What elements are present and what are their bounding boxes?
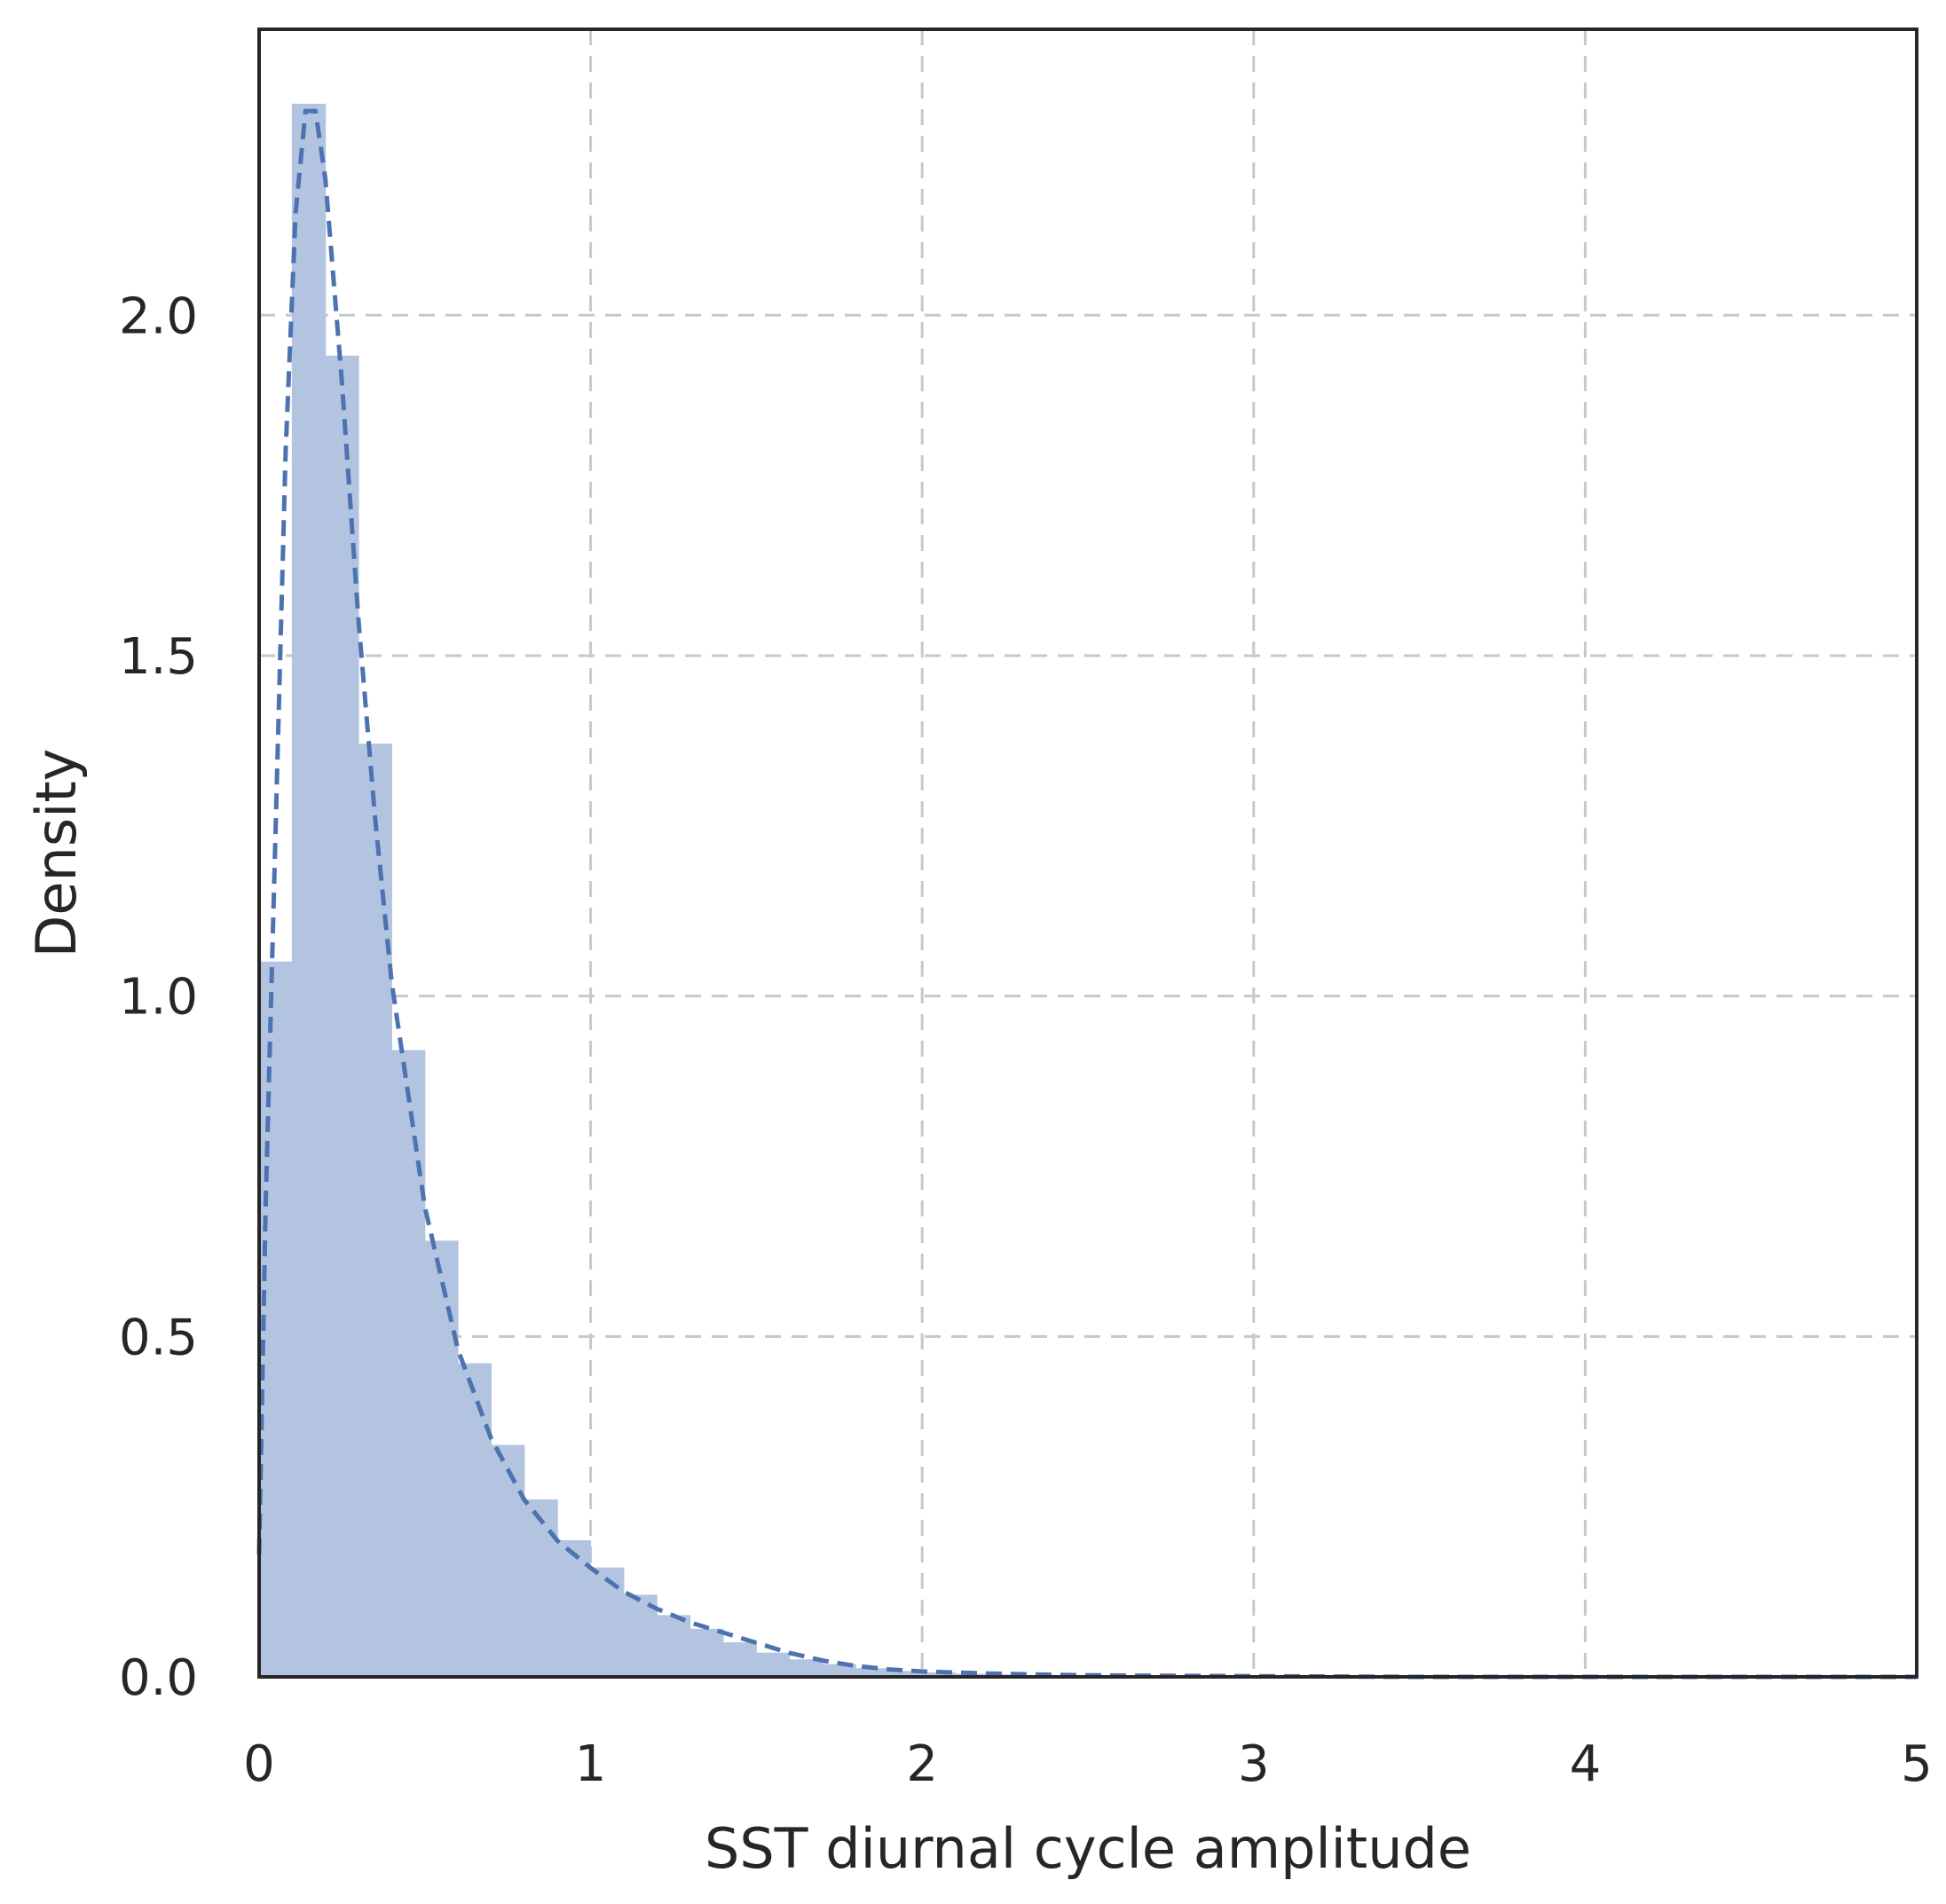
histogram-bar <box>390 1050 426 1678</box>
histogram-bar <box>556 1540 592 1678</box>
density-curve <box>256 108 1917 1680</box>
x-tick-label: 4 <box>1570 1735 1602 1793</box>
x-tick-label: 3 <box>1238 1735 1270 1793</box>
histogram-bar <box>424 1240 459 1678</box>
histogram-bar <box>623 1594 658 1678</box>
x-axis-label: SST diurnal cycle amplitude <box>705 1816 1471 1881</box>
histogram-bar <box>590 1567 625 1678</box>
y-tick-label: 2.0 <box>119 287 198 345</box>
histogram-bar <box>789 1659 823 1678</box>
histogram-bar <box>457 1363 492 1678</box>
histogram-bar <box>358 744 392 1678</box>
y-tick-label: 0.0 <box>119 1649 198 1707</box>
histogram-bar <box>291 103 327 1678</box>
histogram-bars <box>258 103 1089 1678</box>
y-tick-label: 0.5 <box>119 1309 198 1366</box>
gridlines <box>259 29 1917 1677</box>
histogram-bar <box>755 1652 791 1678</box>
histogram-bar <box>656 1615 691 1678</box>
x-tick-label: 1 <box>575 1735 607 1793</box>
y-axis-label: Density <box>24 749 89 958</box>
histogram-bar <box>524 1499 558 1678</box>
axes-frame <box>257 28 1918 1679</box>
x-tick-label: 5 <box>1901 1735 1933 1793</box>
x-tick-label: 0 <box>243 1735 275 1793</box>
y-tick-label: 1.0 <box>119 969 198 1027</box>
histogram-bar <box>689 1628 724 1678</box>
x-tick-label: 2 <box>906 1735 938 1793</box>
plot-background <box>259 29 1917 1677</box>
histogram-bar <box>491 1444 525 1678</box>
histogram-bar <box>722 1642 757 1678</box>
y-tick-label: 1.5 <box>119 628 198 686</box>
